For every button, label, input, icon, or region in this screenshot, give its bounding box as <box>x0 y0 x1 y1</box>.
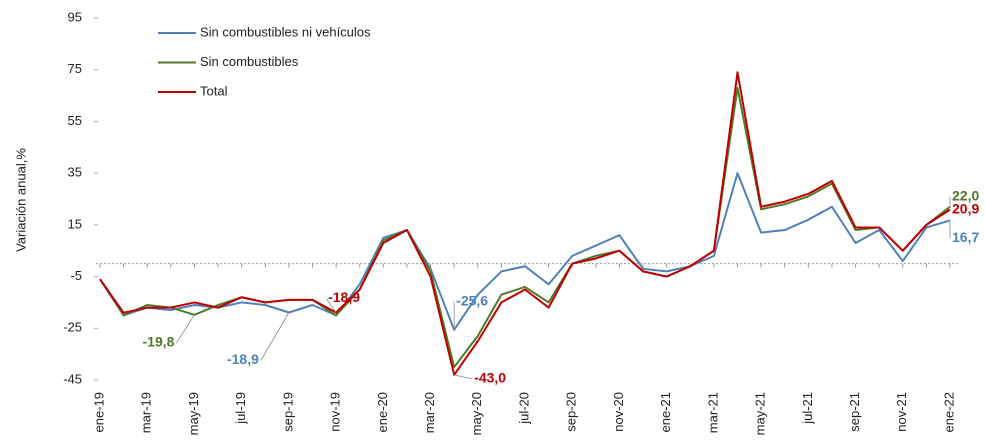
data-label: 16,7 <box>952 229 979 245</box>
x-tick-label: mar-19 <box>139 392 154 433</box>
y-tick-label: 55 <box>68 113 82 128</box>
x-tick-label: may-19 <box>186 392 201 435</box>
data-label: 20,9 <box>952 200 979 216</box>
x-tick-label: mar-20 <box>422 392 437 433</box>
y-tick-label: -5 <box>70 268 82 283</box>
y-tick-label: 35 <box>68 165 82 180</box>
leader-line <box>325 298 337 313</box>
y-tick-label: -25 <box>63 320 82 335</box>
y-tick-label: 95 <box>68 9 82 24</box>
x-tick-label: nov-21 <box>894 392 909 432</box>
y-tick-label: 15 <box>68 216 82 231</box>
x-tick-label: mar-21 <box>705 392 720 433</box>
leader-line <box>260 312 290 361</box>
x-tick-label: sep-21 <box>847 392 862 432</box>
x-tick-label: jul-20 <box>516 392 531 425</box>
leader-line <box>176 314 195 344</box>
data-label: 22,0 <box>952 187 979 203</box>
data-label: -43,0 <box>474 370 506 386</box>
series-line <box>99 71 951 376</box>
x-tick-label: ene-20 <box>375 392 390 432</box>
x-tick-label: ene-22 <box>941 392 956 432</box>
x-tick-label: may-21 <box>753 392 768 435</box>
y-axis-label: Variación anual,% <box>13 148 28 252</box>
y-tick-label: -45 <box>63 371 82 386</box>
x-tick-label: may-20 <box>469 392 484 435</box>
legend-label: Sin combustibles ni vehículos <box>200 24 371 39</box>
x-tick-label: ene-21 <box>658 392 673 432</box>
data-label: -18,9 <box>227 351 259 367</box>
x-tick-label: sep-20 <box>564 392 579 432</box>
leader-line <box>454 374 473 380</box>
x-tick-label: jul-21 <box>800 392 815 425</box>
x-tick-label: nov-19 <box>328 392 343 432</box>
data-label: -19,8 <box>143 334 175 350</box>
series-line <box>99 86 951 369</box>
legend-label: Total <box>200 83 228 98</box>
x-tick-label: ene-19 <box>91 392 106 432</box>
data-label: -25,6 <box>456 293 488 309</box>
data-label: -18,9 <box>328 289 360 305</box>
series-line <box>99 172 951 331</box>
x-tick-label: nov-20 <box>611 392 626 432</box>
y-tick-label: 75 <box>68 61 82 76</box>
x-tick-label: sep-19 <box>280 392 295 432</box>
x-tick-label: jul-19 <box>233 392 248 425</box>
legend-label: Sin combustibles <box>200 54 299 69</box>
